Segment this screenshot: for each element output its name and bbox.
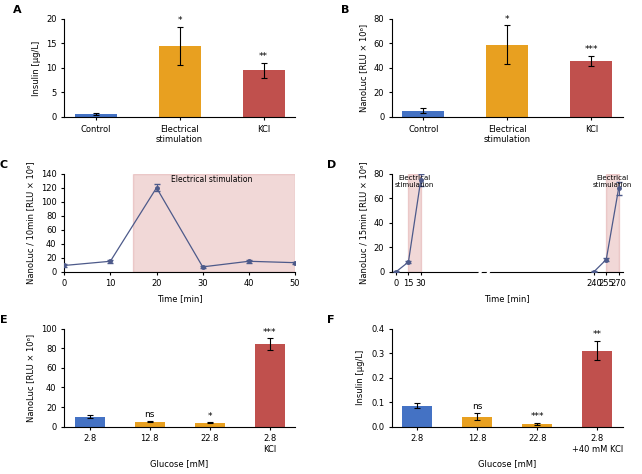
Text: A: A	[13, 5, 22, 15]
X-axis label: Time [min]: Time [min]	[157, 294, 202, 303]
X-axis label: Glucose [mM]: Glucose [mM]	[150, 459, 209, 468]
Bar	[606, 174, 619, 272]
Bar	[243, 71, 284, 117]
Text: F: F	[327, 315, 335, 325]
Text: Electrical
stimulation: Electrical stimulation	[394, 175, 434, 188]
Bar	[403, 111, 444, 117]
Bar	[582, 351, 612, 427]
Text: D: D	[327, 160, 336, 170]
Text: B: B	[341, 5, 349, 15]
Text: Electrical stimulation: Electrical stimulation	[171, 175, 252, 184]
Text: Electrical
stimulation: Electrical stimulation	[593, 175, 632, 188]
Bar	[159, 46, 200, 117]
Y-axis label: Insulin [μg/L]: Insulin [μg/L]	[356, 350, 365, 405]
Bar	[403, 406, 433, 427]
Text: ***: ***	[584, 46, 598, 55]
Text: C: C	[0, 160, 8, 170]
Bar	[487, 45, 528, 117]
Text: *: *	[505, 15, 510, 24]
Bar	[195, 423, 225, 427]
Bar	[523, 424, 552, 427]
Text: E: E	[0, 315, 7, 325]
Text: ns: ns	[144, 410, 155, 419]
Y-axis label: NanoLuc / 15min [RLU × 10⁶]: NanoLuc / 15min [RLU × 10⁶]	[359, 162, 368, 284]
Bar	[462, 417, 492, 427]
Bar	[74, 114, 117, 117]
Bar	[408, 174, 421, 272]
Text: ***: ***	[530, 412, 544, 421]
Bar	[134, 174, 295, 272]
Text: *: *	[177, 16, 182, 25]
Bar	[570, 61, 612, 117]
X-axis label: Glucose [mM]: Glucose [mM]	[478, 459, 537, 468]
Text: *: *	[207, 412, 212, 421]
Text: ***: ***	[263, 328, 276, 337]
Y-axis label: NanoLuc [RLU × 10⁶]: NanoLuc [RLU × 10⁶]	[26, 334, 35, 422]
Bar	[254, 344, 284, 427]
Text: ns: ns	[472, 402, 483, 411]
Y-axis label: Insulin [μg/L]: Insulin [μg/L]	[31, 40, 40, 96]
X-axis label: Time [min]: Time [min]	[485, 294, 530, 303]
Y-axis label: NanoLuc [RLU × 10⁶]: NanoLuc [RLU × 10⁶]	[359, 24, 368, 112]
Y-axis label: NanoLuc / 10min [RLU × 10⁶]: NanoLuc / 10min [RLU × 10⁶]	[26, 162, 35, 284]
Bar	[135, 422, 164, 427]
Text: **: **	[259, 52, 268, 61]
Bar	[74, 417, 105, 427]
Text: **: **	[593, 330, 602, 339]
